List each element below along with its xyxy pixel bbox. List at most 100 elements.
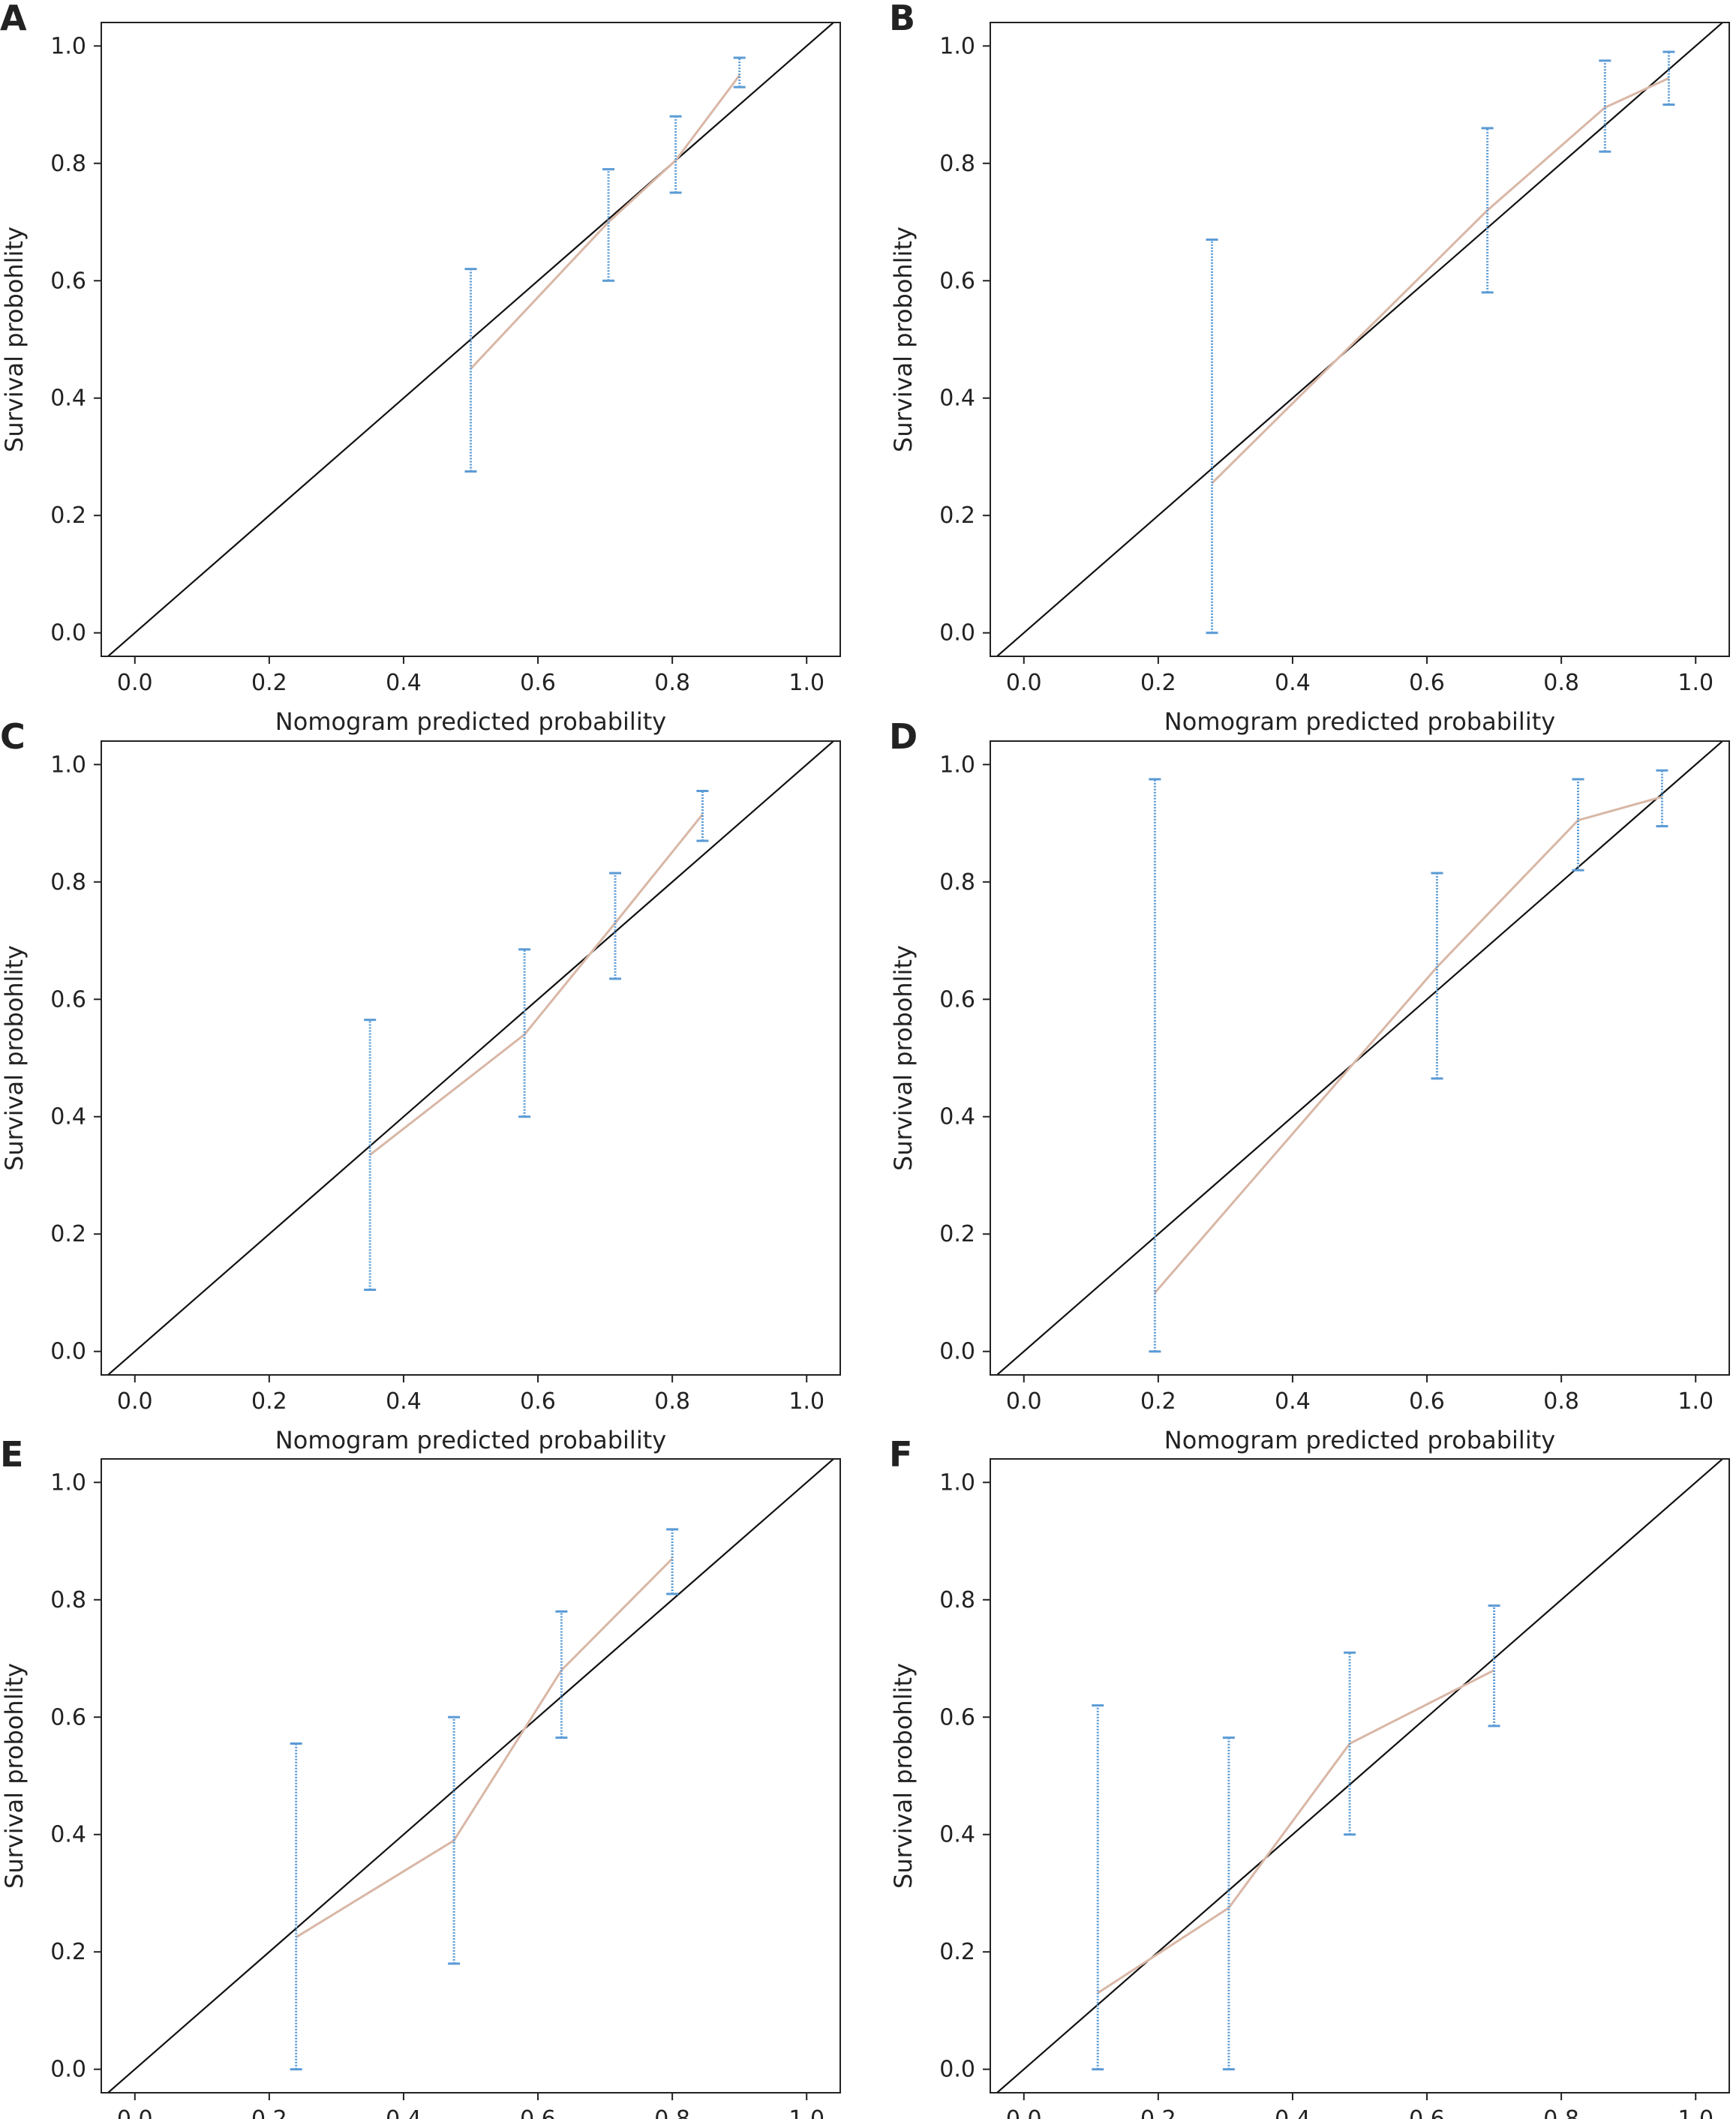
x-tick-label: 0.6 xyxy=(520,2106,556,2119)
y-tick-label: 0.4 xyxy=(939,1104,975,1130)
x-tick-label: 0.0 xyxy=(117,2106,153,2119)
x-tick-label: 0.2 xyxy=(251,670,287,696)
plot-frame xyxy=(990,22,1730,657)
y-tick-label: 0.2 xyxy=(50,1939,86,1965)
y-tick-label: 1.0 xyxy=(939,1469,975,1496)
x-tick-label: 0.0 xyxy=(1006,2106,1042,2119)
reference-line xyxy=(107,741,835,1375)
y-tick-label: 0.4 xyxy=(939,386,975,412)
panel-e: E0.00.20.40.60.81.00.00.20.40.60.81.0Nom… xyxy=(0,1434,841,2119)
x-tick-label: 0.0 xyxy=(117,670,153,696)
x-tick-label: 1.0 xyxy=(1677,2106,1713,2119)
x-axis-label: Nomogram predicted probability xyxy=(275,1426,666,1454)
x-tick-label: 0.2 xyxy=(251,1388,287,1415)
y-tick-label: 1.0 xyxy=(50,752,86,778)
x-tick-label: 0.2 xyxy=(1140,2106,1176,2119)
plot-frame xyxy=(101,740,841,1376)
y-tick-label: 1.0 xyxy=(50,33,86,59)
y-tick-label: 1.0 xyxy=(939,33,975,59)
y-axis-label: Survival probohlity xyxy=(0,227,29,452)
y-tick-label: 0.6 xyxy=(50,986,86,1013)
x-tick-label: 0.0 xyxy=(1006,670,1042,696)
y-tick-label: 0.2 xyxy=(939,503,975,529)
y-tick-label: 0.6 xyxy=(50,1704,86,1730)
x-tick-label: 0.4 xyxy=(386,670,422,696)
y-tick-label: 0.2 xyxy=(939,1939,975,1965)
y-tick-label: 1.0 xyxy=(939,752,975,778)
y-tick-label: 0.0 xyxy=(50,620,86,647)
x-tick-label: 0.2 xyxy=(1140,670,1176,696)
y-tick-label: 0.2 xyxy=(939,1221,975,1247)
x-tick-label: 1.0 xyxy=(1677,670,1713,696)
panel-letter: F xyxy=(889,1434,912,1475)
x-axis-label: Nomogram predicted probability xyxy=(275,707,666,736)
x-tick-label: 0.8 xyxy=(1543,2106,1579,2119)
y-axis-label: Survival probohlity xyxy=(0,945,29,1171)
y-tick-label: 0.6 xyxy=(50,268,86,294)
x-tick-label: 0.4 xyxy=(1275,2106,1311,2119)
x-tick-label: 0.8 xyxy=(654,2106,690,2119)
x-tick-label: 0.4 xyxy=(1275,670,1311,696)
y-tick-label: 0.6 xyxy=(939,1704,975,1730)
y-tick-label: 0.4 xyxy=(50,1104,86,1130)
reference-line xyxy=(996,741,1724,1375)
x-tick-label: 0.6 xyxy=(520,1388,556,1415)
y-tick-label: 0.8 xyxy=(939,1587,975,1613)
y-tick-label: 0.8 xyxy=(939,151,975,177)
y-tick-label: 0.6 xyxy=(939,986,975,1013)
x-tick-label: 0.2 xyxy=(251,2106,287,2119)
y-tick-label: 0.0 xyxy=(50,1339,86,1365)
y-tick-label: 0.2 xyxy=(50,1221,86,1247)
y-tick-label: 0.0 xyxy=(939,620,975,647)
panel-letter: C xyxy=(0,716,26,757)
panel-d: D 0.0 0.2 0.4 0.6 0.8 1.0 0.0 0.2 0.4 0.6 0.8 1.0 Nom… xyxy=(889,716,1730,1454)
y-tick-label: 0.6 xyxy=(939,268,975,294)
y-tick-label: 0.0 xyxy=(939,1339,975,1365)
x-tick-label: 1.0 xyxy=(1677,1388,1713,1415)
x-tick-label: 0.8 xyxy=(1543,670,1579,696)
y-axis-label: Survival probohlity xyxy=(889,227,918,452)
x-tick-label: 1.0 xyxy=(788,670,824,696)
x-tick-label: 0.8 xyxy=(654,670,690,696)
x-tick-label: 0.0 xyxy=(117,1388,153,1415)
x-tick-label: 0.6 xyxy=(1409,1388,1445,1415)
x-tick-label: 0.2 xyxy=(1140,1388,1176,1415)
panel-letter: A xyxy=(0,0,27,38)
calibration-curve xyxy=(1097,1669,1495,1994)
y-tick-label: 0.4 xyxy=(939,1822,975,1848)
calibration-curve xyxy=(1154,795,1662,1294)
plot-frame xyxy=(101,1458,841,2093)
y-tick-label: 0.8 xyxy=(50,1587,86,1613)
x-tick-label: 0.0 xyxy=(1006,1388,1042,1415)
x-tick-label: 0.8 xyxy=(1543,1388,1579,1415)
x-tick-label: 0.8 xyxy=(654,1388,690,1415)
calibration-curve xyxy=(369,813,704,1156)
y-tick-label: 0.0 xyxy=(939,2057,975,2083)
x-axis-label: Nomogram predicted probability xyxy=(1164,707,1555,736)
reference-line xyxy=(996,23,1724,656)
x-tick-label: 1.0 xyxy=(788,2106,824,2119)
y-tick-label: 0.8 xyxy=(939,869,975,896)
plot-frame xyxy=(101,22,841,657)
calibration-curve xyxy=(295,1557,674,1938)
y-axis-label: Survival probohlity xyxy=(0,1663,29,1889)
y-axis-label: Survival probohlity xyxy=(889,1663,918,1889)
x-tick-label: 1.0 xyxy=(788,1388,824,1415)
panel-a: A 0.0 0.2 0.4 0.6 0.8 1.0 0.0 0.2 0.4 0.6 0.8 1.0 Nom… xyxy=(0,0,841,736)
y-axis-label: Survival probohlity xyxy=(889,945,918,1171)
panel-letter: B xyxy=(889,0,915,38)
y-tick-label: 1.0 xyxy=(50,1469,86,1496)
x-tick-label: 0.6 xyxy=(520,670,556,696)
panel-letter: D xyxy=(889,716,918,757)
y-tick-label: 0.8 xyxy=(50,869,86,896)
reference-line xyxy=(996,1459,1724,2093)
y-tick-label: 0.0 xyxy=(50,2057,86,2083)
panel-b: B 0.0 0.2 0.4 0.6 0.8 1.0 0.0 0.2 0.4 0.6 0.8 1.0 Nom… xyxy=(889,0,1730,736)
panel-letter: E xyxy=(0,1434,23,1475)
x-axis-label: Nomogram predicted probability xyxy=(1164,1426,1555,1454)
calibration-curve xyxy=(1211,77,1670,485)
x-tick-label: 0.6 xyxy=(1409,2106,1445,2119)
x-tick-label: 0.4 xyxy=(1275,1388,1311,1415)
panel-c: C 0.0 0.2 0.4 0.6 0.8 1.0 0.0 0.2 0.4 0.6 0.8 1.0 Nom… xyxy=(0,716,841,1454)
